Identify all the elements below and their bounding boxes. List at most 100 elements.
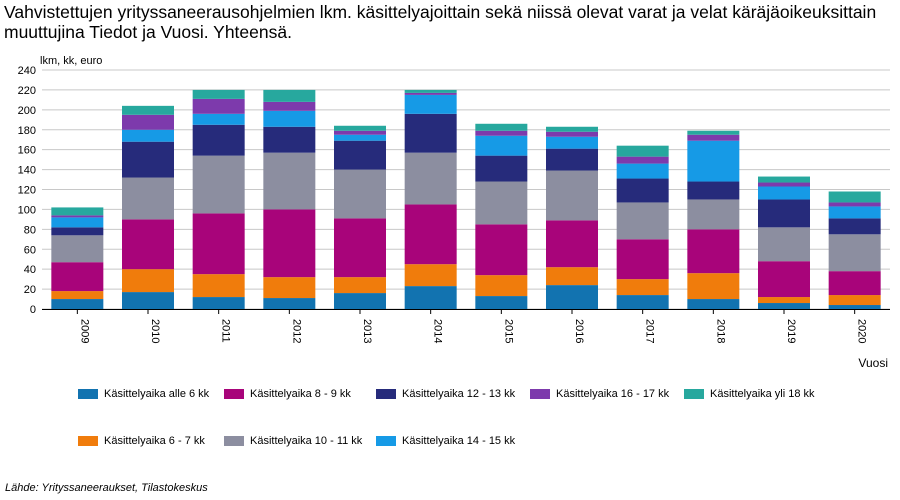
bar-2011-series-0 <box>192 297 245 309</box>
bar-2015-series-2 <box>475 224 528 276</box>
bar-2013-series-3 <box>334 169 386 219</box>
bar-2018-series-2 <box>687 229 740 274</box>
legend-item: Käsittelyaika 6 - 7 kk <box>78 435 205 447</box>
y-tick-label: 20 <box>24 284 36 296</box>
y-tick-label: 140 <box>18 165 36 177</box>
legend-swatch <box>376 389 396 399</box>
bar-2011-series-7 <box>192 89 245 99</box>
bar-2018-series-6 <box>687 134 740 141</box>
bar-2017-series-5 <box>616 163 669 179</box>
legend-label: Käsittelyaika 8 - 9 kk <box>250 388 351 400</box>
bar-2010-series-3 <box>122 177 174 220</box>
bar-2019-series-4 <box>758 199 810 228</box>
stacked-bar-chart: 0 20 40 60 80 100 120 140 160 180 200 220 240 2009 201… <box>18 65 890 343</box>
bar-2011-series-3 <box>192 155 245 214</box>
x-tick-label: 2010 <box>149 319 161 343</box>
legend-label: Käsittelyaika alle 6 kk <box>104 388 210 400</box>
bar-2015-series-1 <box>475 275 528 297</box>
y-tick-label: 220 <box>18 85 36 97</box>
x-tick-label: 2018 <box>714 319 726 343</box>
bar-2018-series-0 <box>687 299 740 309</box>
y-tick-label: 40 <box>24 264 36 276</box>
bar-2014-series-4 <box>404 113 457 153</box>
bar-2017-series-3 <box>616 202 669 240</box>
bar-2014-series-1 <box>404 264 457 287</box>
legend-swatch <box>78 436 98 446</box>
bar-2010-series-2 <box>122 219 174 270</box>
bar-2020-series-6 <box>828 202 881 207</box>
bar-2019-series-0 <box>758 303 810 309</box>
bar-2009-series-5 <box>51 217 104 228</box>
bar-2014-series-3 <box>404 152 457 205</box>
bar-2014-series-5 <box>404 94 457 114</box>
bar-2014-series-0 <box>404 286 457 309</box>
y-tick-label: 0 <box>30 304 36 316</box>
bar-2010-series-4 <box>122 141 174 178</box>
legend-item: Käsittelyaika 10 - 11 kk <box>224 435 362 447</box>
bar-2019-series-5 <box>758 186 810 200</box>
legend-swatch <box>78 389 98 399</box>
bar-2010-series-1 <box>122 269 174 293</box>
bar-2009-series-3 <box>51 235 104 263</box>
bar-2020-series-4 <box>828 218 881 235</box>
bar-2015-series-5 <box>475 135 528 156</box>
bar-2016-series-3 <box>546 170 598 221</box>
bar-2012-series-2 <box>263 209 316 278</box>
bar-2017-series-7 <box>616 145 669 157</box>
bar-2009-series-1 <box>51 291 104 300</box>
bar-2018-series-5 <box>687 140 740 182</box>
legend-item: Käsittelyaika 8 - 9 kk <box>224 388 351 400</box>
legend-label: Käsittelyaika yli 18 kk <box>710 388 815 400</box>
bar-2009-series-6 <box>51 215 104 218</box>
bar-2013-series-4 <box>334 140 386 170</box>
bar-2013-series-1 <box>334 277 386 294</box>
bar-2018-series-1 <box>687 273 740 300</box>
bar-2018-series-3 <box>687 199 740 230</box>
y-tick-label: 100 <box>18 204 36 216</box>
bar-2013-series-6 <box>334 130 386 135</box>
bar-2014-series-6 <box>404 92 457 95</box>
x-tick-label: 2019 <box>785 319 797 343</box>
bar-2010-series-0 <box>122 292 174 309</box>
bar-2019-series-7 <box>758 176 810 183</box>
x-tick-label: 2015 <box>502 319 514 343</box>
bar-2015-series-6 <box>475 130 528 136</box>
bar-2018-series-4 <box>687 181 740 200</box>
y-tick-label: 240 <box>18 65 36 77</box>
bar-2016-series-0 <box>546 285 598 309</box>
legend-item: Käsittelyaika 14 - 15 kk <box>376 435 515 447</box>
bar-2015-series-4 <box>475 155 528 182</box>
bar-2012-series-5 <box>263 110 316 127</box>
bar-2019-series-2 <box>758 261 810 298</box>
legend-swatch <box>224 436 244 446</box>
x-tick-label: 2017 <box>644 319 656 343</box>
bar-2013-series-0 <box>334 293 386 309</box>
bar-2016-series-6 <box>546 131 598 137</box>
legend-item: Käsittelyaika 12 - 13 kk <box>376 388 515 400</box>
bar-2015-series-3 <box>475 181 528 225</box>
bar-2012-series-6 <box>263 101 316 111</box>
bar-2019-series-6 <box>758 182 810 187</box>
legend-swatch <box>376 436 396 446</box>
bar-2009-series-7 <box>51 207 104 216</box>
y-tick-label: 160 <box>18 145 36 157</box>
bar-2014-series-2 <box>404 204 457 265</box>
bar-2020-series-0 <box>828 305 881 309</box>
bar-2016-series-4 <box>546 148 598 171</box>
bar-2017-series-1 <box>616 279 669 296</box>
x-tick-label: 2020 <box>856 319 868 343</box>
bar-2020-series-2 <box>828 271 881 296</box>
bar-2017-series-0 <box>616 295 669 309</box>
legend-label: Käsittelyaika 12 - 13 kk <box>402 388 516 400</box>
bar-2016-series-5 <box>546 136 598 149</box>
bar-2018-series-7 <box>687 130 740 135</box>
bar-2017-series-6 <box>616 156 669 164</box>
legend-label: Käsittelyaika 16 - 17 kk <box>556 388 670 400</box>
bar-2009-series-0 <box>51 299 104 309</box>
x-tick-label: 2011 <box>220 319 232 343</box>
bar-2013-series-2 <box>334 218 386 278</box>
bar-2010-series-5 <box>122 129 174 142</box>
bar-2015-series-0 <box>475 296 528 309</box>
bar-2017-series-4 <box>616 178 669 203</box>
bar-2014-series-7 <box>404 89 457 93</box>
